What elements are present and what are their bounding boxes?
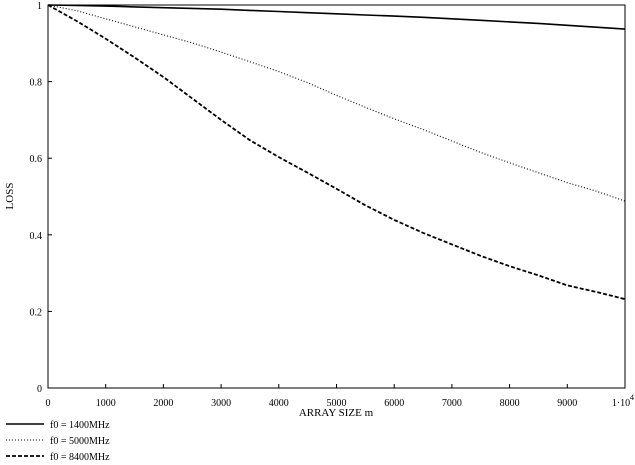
series-lines xyxy=(47,4,626,300)
x-tick-label: 2000 xyxy=(153,398,173,409)
x-tick-label: 4000 xyxy=(269,398,289,409)
series-line-1 xyxy=(47,4,626,30)
y-tick-label: 0.8 xyxy=(30,78,43,89)
x-tick-label: 1000 xyxy=(96,398,116,409)
axis-ticks: 0 1000 2000 3000 4000 5000 6000 7000 8000 9000 1·1… xyxy=(30,1,635,409)
x-tick-label: 8000 xyxy=(500,398,520,409)
series-line-3 xyxy=(47,4,626,300)
y-axis-title: LOSS xyxy=(4,183,16,210)
plot-frame xyxy=(47,4,626,389)
x-tick-label: 5000 xyxy=(327,398,347,409)
x-tick-label: 3000 xyxy=(211,398,231,409)
x-tick-label: 9000 xyxy=(557,398,577,409)
x-axis-title: ARRAY SIZE m xyxy=(299,407,374,419)
legend: f0 = 1400MHz f0 = 5000MHz f0 = 8400MHz xyxy=(6,420,110,463)
x-tick-label: 1·10 xyxy=(612,398,630,409)
x-tick-exponent: 4 xyxy=(630,393,634,402)
x-tick-label: 0 xyxy=(46,398,51,409)
y-tick-label: 0.2 xyxy=(30,307,43,318)
series-line-2 xyxy=(47,4,626,202)
legend-label-3: f0 = 8400MHz xyxy=(50,452,110,463)
y-tick-label: 1 xyxy=(37,1,42,12)
x-tick-label: 7000 xyxy=(442,398,462,409)
y-tick-label: 0.4 xyxy=(30,231,43,242)
legend-label-2: f0 = 5000MHz xyxy=(50,436,110,447)
x-tick-label: 6000 xyxy=(384,398,404,409)
y-tick-label: 0 xyxy=(37,384,42,395)
legend-label-1: f0 = 1400MHz xyxy=(50,420,110,431)
y-tick-label: 0.6 xyxy=(30,154,43,165)
